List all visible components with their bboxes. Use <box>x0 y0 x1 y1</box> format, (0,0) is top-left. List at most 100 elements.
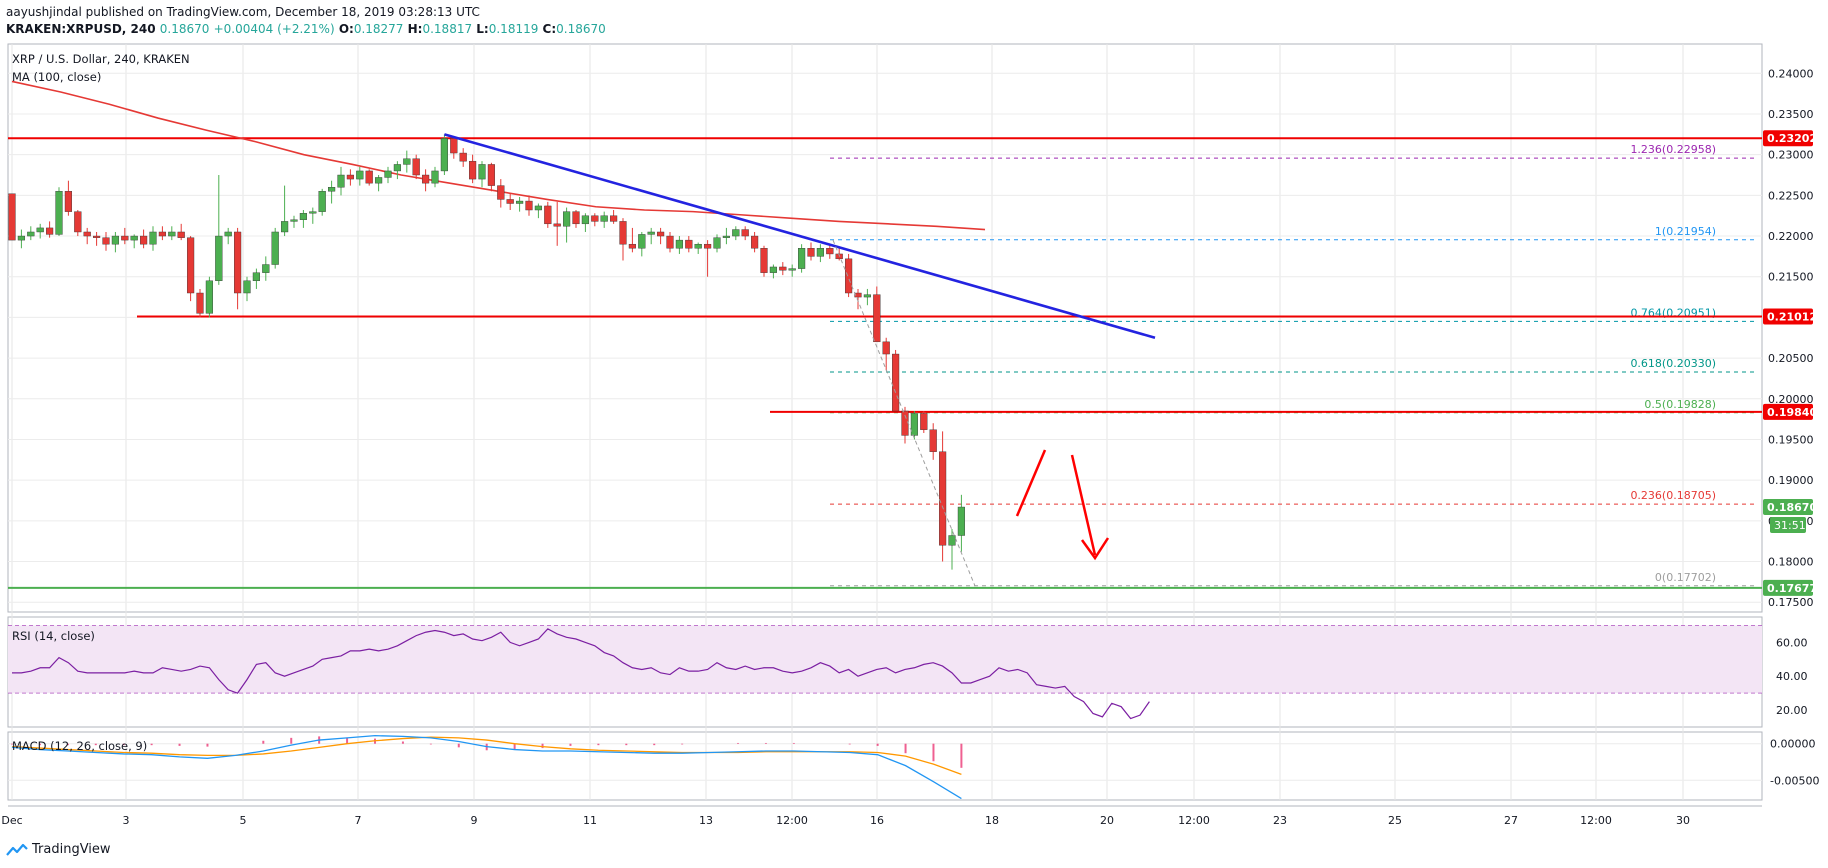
x-tick-label: 9 <box>471 814 478 827</box>
candle-body <box>816 248 825 257</box>
countdown-badge <box>1770 517 1806 534</box>
fib-swing-line <box>832 239 976 587</box>
symbol-line: KRAKEN:XRPUSD, 240 0.18670 +0.00404 (+2.… <box>6 22 606 36</box>
price-badge <box>1763 130 1813 147</box>
candle-body <box>948 535 956 546</box>
candle-body <box>675 239 684 249</box>
candle-body <box>215 235 223 282</box>
candle-body <box>177 231 185 238</box>
candle-body <box>469 160 477 180</box>
candle-body <box>17 235 26 241</box>
candle-body <box>826 248 834 255</box>
x-tick-label: 5 <box>240 814 247 827</box>
candle-body <box>732 229 740 237</box>
price-badge <box>1763 403 1813 420</box>
price-badge <box>1763 579 1813 596</box>
y-tick-label: 0.19500 <box>1768 433 1814 446</box>
macd-legend: MACD (12, 26, close, 9) <box>12 739 148 753</box>
price-badge <box>1763 499 1813 516</box>
candle-body <box>440 138 449 172</box>
candle-body <box>271 231 279 265</box>
projection-up-arrow <box>1015 449 1047 517</box>
x-tick-label: 16 <box>870 814 884 827</box>
candle-body <box>619 221 627 245</box>
candle-body <box>516 200 524 204</box>
candle-body <box>55 191 63 235</box>
candle-body <box>610 215 618 222</box>
candle-body <box>186 237 195 294</box>
candle-body <box>666 235 674 249</box>
candle-body <box>638 234 646 249</box>
x-tick-label: 12:00 <box>776 814 808 827</box>
low-value: 0.18119 <box>488 22 539 36</box>
macd-pane-border <box>7 731 1763 801</box>
high-value: 0.18817 <box>422 22 473 36</box>
candle-body <box>553 223 561 227</box>
candle-body <box>854 292 862 298</box>
candle-body <box>252 272 261 282</box>
candle-body <box>121 235 129 241</box>
candle-body <box>158 231 167 237</box>
candle-body <box>534 205 543 211</box>
y-tick-label: 0.18000 <box>1768 556 1814 569</box>
candle-body <box>224 231 232 237</box>
candle-body <box>647 231 655 235</box>
candle-body <box>487 164 496 186</box>
x-tick-label: 12:00 <box>1178 814 1210 827</box>
candle-body <box>102 237 110 245</box>
candle-body <box>704 243 712 249</box>
macd-y-tick: -0.00500 <box>1770 774 1819 787</box>
candle-body <box>845 258 853 294</box>
candle-body <box>412 158 420 176</box>
candle-body <box>892 353 900 412</box>
candle-body <box>769 266 778 273</box>
main-pane-title: XRP / U.S. Dollar, 240, KRAKEN <box>12 52 190 66</box>
candle-body <box>628 243 637 249</box>
countdown-label: 31:51 <box>1774 519 1806 532</box>
candle-body <box>920 413 928 430</box>
candle-body <box>8 193 16 241</box>
fib-label-1.236: 1.236(0.22958) <box>1630 143 1716 156</box>
x-tick-label: 27 <box>1504 814 1518 827</box>
candle-body <box>205 280 214 314</box>
candle-body <box>807 248 815 257</box>
fib-label-0.618: 0.618(0.20330) <box>1630 357 1716 370</box>
candle-body <box>722 235 731 238</box>
tradingview-brand[interactable]: TradingView <box>6 842 111 857</box>
candle-body <box>544 205 552 225</box>
candle-body <box>685 239 693 249</box>
candle-body <box>233 231 242 294</box>
x-tick-label: 18 <box>985 814 999 827</box>
x-tick-label: 11 <box>583 814 597 827</box>
candle-body <box>863 294 872 298</box>
y-tick-label: 0.19000 <box>1768 474 1814 487</box>
candle-body <box>957 506 966 536</box>
candle-body <box>74 211 82 233</box>
rsi-legend: RSI (14, close) <box>12 629 95 643</box>
candle-body <box>882 341 890 355</box>
candle-body <box>657 231 665 237</box>
candle-body <box>375 177 383 184</box>
candle-body <box>168 231 176 237</box>
candle-body <box>393 164 402 172</box>
candle-body <box>506 199 514 204</box>
x-tick-label: 3 <box>123 814 130 827</box>
fib-label-1: 1(0.21954) <box>1655 225 1716 238</box>
candle-body <box>779 266 787 271</box>
candle-body <box>403 158 411 165</box>
y-tick-label: 0.22500 <box>1768 189 1814 202</box>
candle-body <box>281 221 289 233</box>
projection-down-arrowhead <box>1080 537 1110 561</box>
candle-body <box>873 294 881 343</box>
price-badge-label: 0.21012 <box>1767 310 1817 323</box>
candle-body <box>788 268 796 271</box>
x-tick-label: 13 <box>699 814 713 827</box>
candle-body <box>346 174 355 180</box>
x-tick-label: 7 <box>355 814 362 827</box>
y-tick-label: 0.17500 <box>1768 596 1814 609</box>
candle-body <box>525 200 533 211</box>
x-tick-label: 30 <box>1676 814 1690 827</box>
candle-body <box>694 243 702 249</box>
candle-body <box>713 237 721 249</box>
